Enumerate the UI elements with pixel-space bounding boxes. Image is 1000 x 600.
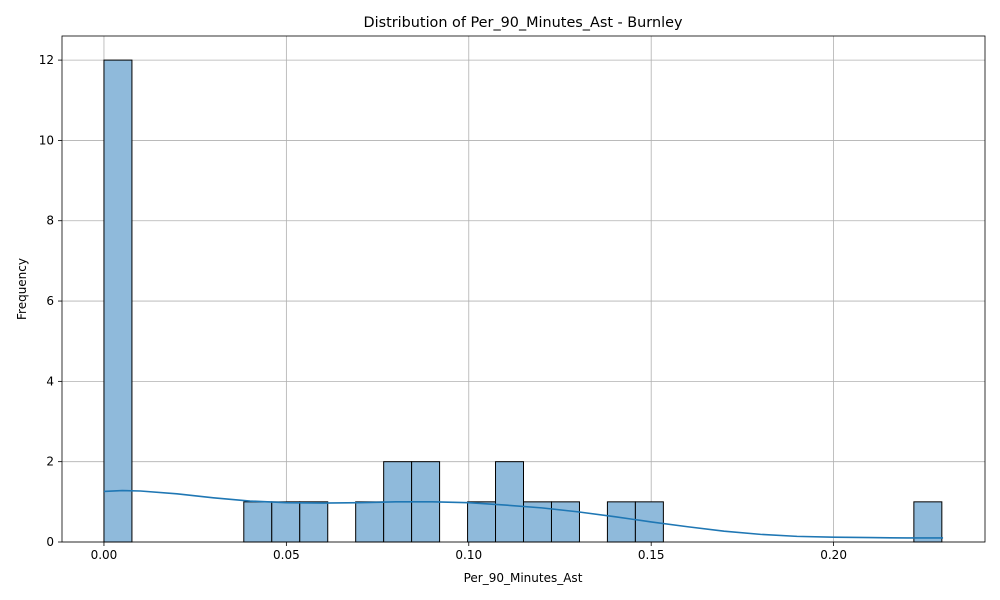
y-tick-label: 8 [46, 214, 54, 228]
y-tick-label: 0 [46, 535, 54, 549]
histogram-bar [550, 501, 580, 543]
histogram-bar [467, 501, 497, 543]
histogram-bar [299, 501, 329, 543]
histogram-bar [495, 461, 524, 543]
x-tick-label: 0.10 [455, 548, 482, 562]
plot-area-frame [61, 35, 986, 543]
kde-line [103, 489, 944, 539]
x-tick-label: 0.15 [638, 548, 665, 562]
histogram-bar [913, 501, 943, 543]
x-tick-label: 0.00 [91, 548, 118, 562]
histogram-bar [271, 501, 301, 543]
y-tick-label: 2 [46, 455, 54, 469]
y-tick-label: 12 [39, 53, 54, 67]
y-axis-ticks: 0 2 4 6 8 10 12 [39, 53, 62, 549]
histogram-bar [103, 59, 133, 543]
x-axis-label: Per_90_Minutes_Ast [464, 571, 583, 585]
y-tick-label: 4 [46, 374, 54, 388]
histogram-bar [606, 501, 636, 543]
x-tick-label: 0.05 [273, 548, 300, 562]
kde-curve-layer [103, 489, 944, 539]
y-axis-label: Frequency [15, 258, 29, 320]
chart-title: Distribution of Per_90_Minutes_Ast - Bur… [364, 15, 683, 31]
histogram-bar [243, 501, 273, 543]
y-tick-label: 6 [46, 294, 54, 308]
histogram-bars [103, 59, 943, 543]
x-axis-ticks: 0.00 0.05 0.10 0.15 0.20 [91, 542, 847, 562]
y-tick-label: 10 [39, 133, 54, 147]
histogram-bar [355, 501, 385, 543]
x-tick-label: 0.20 [820, 548, 847, 562]
